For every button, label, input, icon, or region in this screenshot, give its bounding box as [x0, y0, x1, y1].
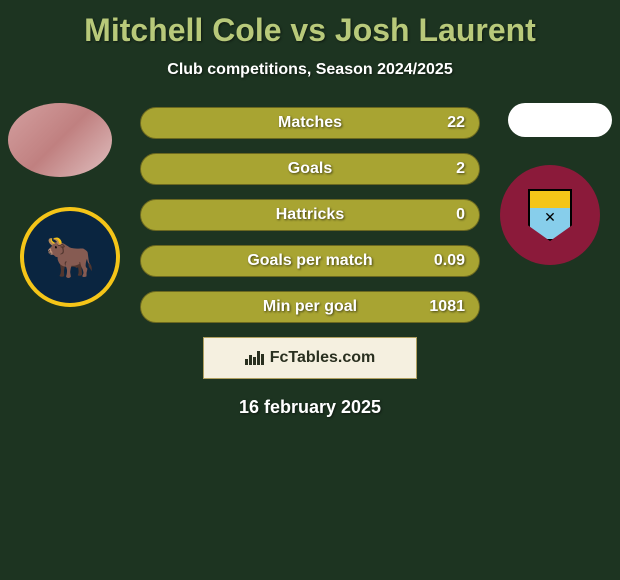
- stats-container: Matches 22 Goals 2 Hattricks 0 Goals per…: [140, 99, 480, 323]
- stat-row-matches: Matches 22: [140, 107, 480, 139]
- stat-label: Goals per match: [247, 252, 372, 270]
- comparison-title: Mitchell Cole vs Josh Laurent: [0, 0, 620, 49]
- shield-icon: [528, 189, 572, 241]
- stat-label: Goals: [288, 160, 332, 178]
- stat-value: 0: [456, 206, 465, 224]
- bar-chart-icon: [245, 351, 264, 365]
- content-area: 🐂 Matches 22 Goals 2 Hattricks 0 Goals p…: [0, 99, 620, 418]
- ox-head-icon: 🐂: [45, 234, 95, 281]
- stat-label: Min per goal: [263, 298, 357, 316]
- stat-row-goals-per-match: Goals per match 0.09: [140, 245, 480, 277]
- stat-label: Hattricks: [276, 206, 344, 224]
- stat-value: 2: [456, 160, 465, 178]
- club2-badge: [500, 165, 600, 265]
- stat-value: 22: [447, 114, 465, 132]
- watermark-badge: FcTables.com: [203, 337, 417, 379]
- player2-avatar-placeholder: [508, 103, 612, 137]
- stat-row-goals: Goals 2: [140, 153, 480, 185]
- club1-badge: 🐂: [20, 207, 120, 307]
- comparison-subtitle: Club competitions, Season 2024/2025: [0, 61, 620, 79]
- stat-row-min-per-goal: Min per goal 1081: [140, 291, 480, 323]
- comparison-date: 16 february 2025: [0, 397, 620, 418]
- stat-label: Matches: [278, 114, 342, 132]
- stat-value: 0.09: [434, 252, 465, 270]
- stat-row-hattricks: Hattricks 0: [140, 199, 480, 231]
- stat-value: 1081: [429, 298, 465, 316]
- player1-avatar: [8, 103, 112, 177]
- watermark-text: FcTables.com: [270, 349, 376, 367]
